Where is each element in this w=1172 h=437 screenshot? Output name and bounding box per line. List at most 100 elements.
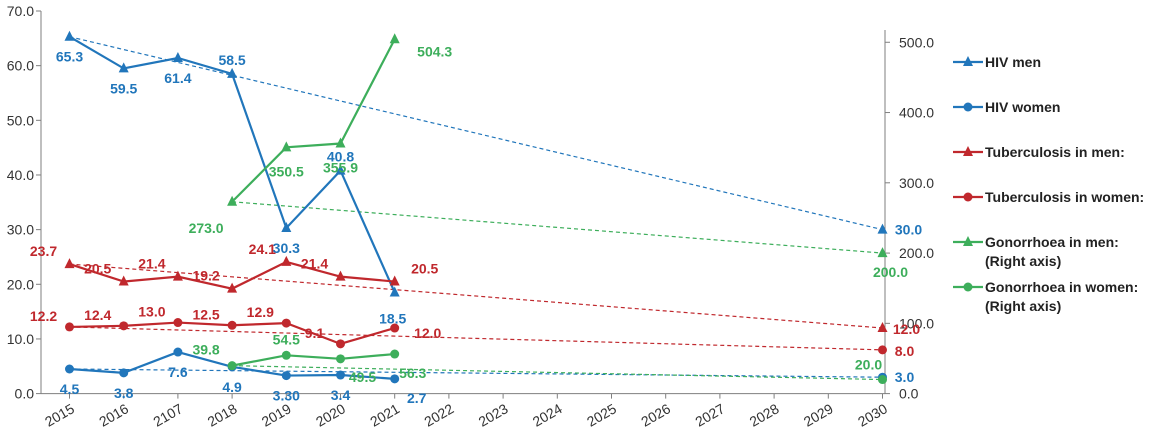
data-point [64,258,75,269]
data-point [335,137,346,148]
x-axis-tick-label: 2026 [638,400,673,430]
legend-label: HIV men [985,54,1041,70]
data-point [118,62,129,73]
series-line [231,352,395,367]
data-label: 23.7 [30,243,57,259]
series-line [231,38,396,203]
x-axis-tick-label: 2019 [259,400,294,430]
right-axis-tick-label: 100.0 [899,315,934,331]
data-point [336,370,345,380]
data-point [227,67,238,78]
data-label: 350.5 [269,163,304,179]
data-labels: 65.3 59.5 61.4 58.5 30.3 40.8 18.5 30.0 4.5 3.8 7.… [30,43,922,406]
data-point [281,350,291,360]
x-axis-tick-label: 2020 [313,400,348,430]
x-axis-tick-label: 2025 [584,400,619,430]
data-point [877,247,888,258]
data-label: 9.1 [305,325,325,341]
series-lines [64,30,400,384]
data-label: 54.5 [273,331,300,347]
x-axis-tick-label: 2015 [42,400,77,430]
data-point [64,30,75,41]
data-point [390,349,400,359]
data-label: 273.0 [189,220,224,236]
x-axis-tick-label: 2029 [801,400,836,430]
legend-label: Gonorrhoea in women: [985,279,1138,295]
data-label: 355.9 [323,160,358,176]
data-label: 58.5 [218,52,245,68]
trend-line [232,365,883,381]
data-point [227,320,237,330]
data-point [963,146,973,156]
data-label: 65.3 [56,49,83,65]
x-axis-tick-label: 2022 [421,400,456,430]
data-point [963,102,973,112]
data-point [173,318,183,328]
data-label: 12.5 [192,306,219,322]
left-axis-tick-label: 20.0 [7,276,34,292]
x-axis-tick-label: 2023 [476,400,511,430]
data-point [281,221,292,232]
x-axis-tick-label: 2027 [692,400,727,430]
target-label: 3.0 [895,369,915,385]
data-label: 40.8 [327,149,354,165]
target-label: 8.0 [895,343,915,359]
data-point [336,354,345,364]
left-axis-tick-label: 70.0 [7,3,34,19]
legend-label: Tuberculosis in women: [985,189,1144,205]
data-point [172,270,183,281]
data-point [336,339,345,349]
data-label: 2.7 [407,390,427,406]
data-label: 3.30 [273,388,300,404]
data-label: 21.4 [301,256,328,272]
data-point [227,361,237,371]
data-label: 3.8 [114,385,134,401]
data-point [877,223,888,234]
data-point [390,323,400,333]
x-axis-tick-label: 2016 [96,400,131,430]
data-label: 12.0 [414,325,441,341]
trend-line [69,368,883,378]
data-point [390,374,400,384]
data-point [281,255,292,266]
data-point [119,368,129,378]
x-axis-tick-label: 2021 [367,400,402,430]
data-point [281,141,292,152]
data-label: 3.4 [331,387,351,403]
data-label: 12.2 [30,308,57,324]
data-point [963,236,973,246]
legend: HIV men HIV women Tuberculosis in men: Tube… [953,54,1144,314]
data-point [389,33,400,44]
data-label: 30.3 [273,240,300,256]
x-axis-tick-label: 2018 [205,400,240,430]
trend-line [69,263,883,329]
legend-label: Tuberculosis in men: [985,144,1125,160]
data-label: 19.2 [192,268,219,284]
data-point [878,375,887,385]
data-label: 59.5 [110,80,137,96]
left-axis-tick-label: 0.0 [15,386,35,402]
right-axis-tick-label: 500.0 [899,34,934,50]
trend-lines [69,36,888,385]
data-point [281,318,291,328]
legend-label-sub: (Right axis) [985,253,1061,269]
right-axis-tick-label: 200.0 [899,245,934,261]
data-label: 12.9 [247,304,274,320]
data-point [389,286,400,297]
left-axis-tick-label: 60.0 [7,58,34,74]
target-label: 200.0 [873,264,908,280]
data-label: 4.9 [222,379,242,395]
data-point [227,282,238,293]
trend-line [232,201,883,254]
data-label: 49.5 [349,369,376,385]
data-point [389,275,400,286]
x-axis-tick-label: 2107 [150,400,185,430]
target-label: 20.0 [855,357,882,373]
left-axis-tick-label: 10.0 [7,331,34,347]
data-point [963,192,973,202]
data-point [65,364,74,374]
x-axis-tick-label: 2030 [855,400,890,430]
data-label: 20.5 [411,261,438,277]
data-point [335,164,346,175]
